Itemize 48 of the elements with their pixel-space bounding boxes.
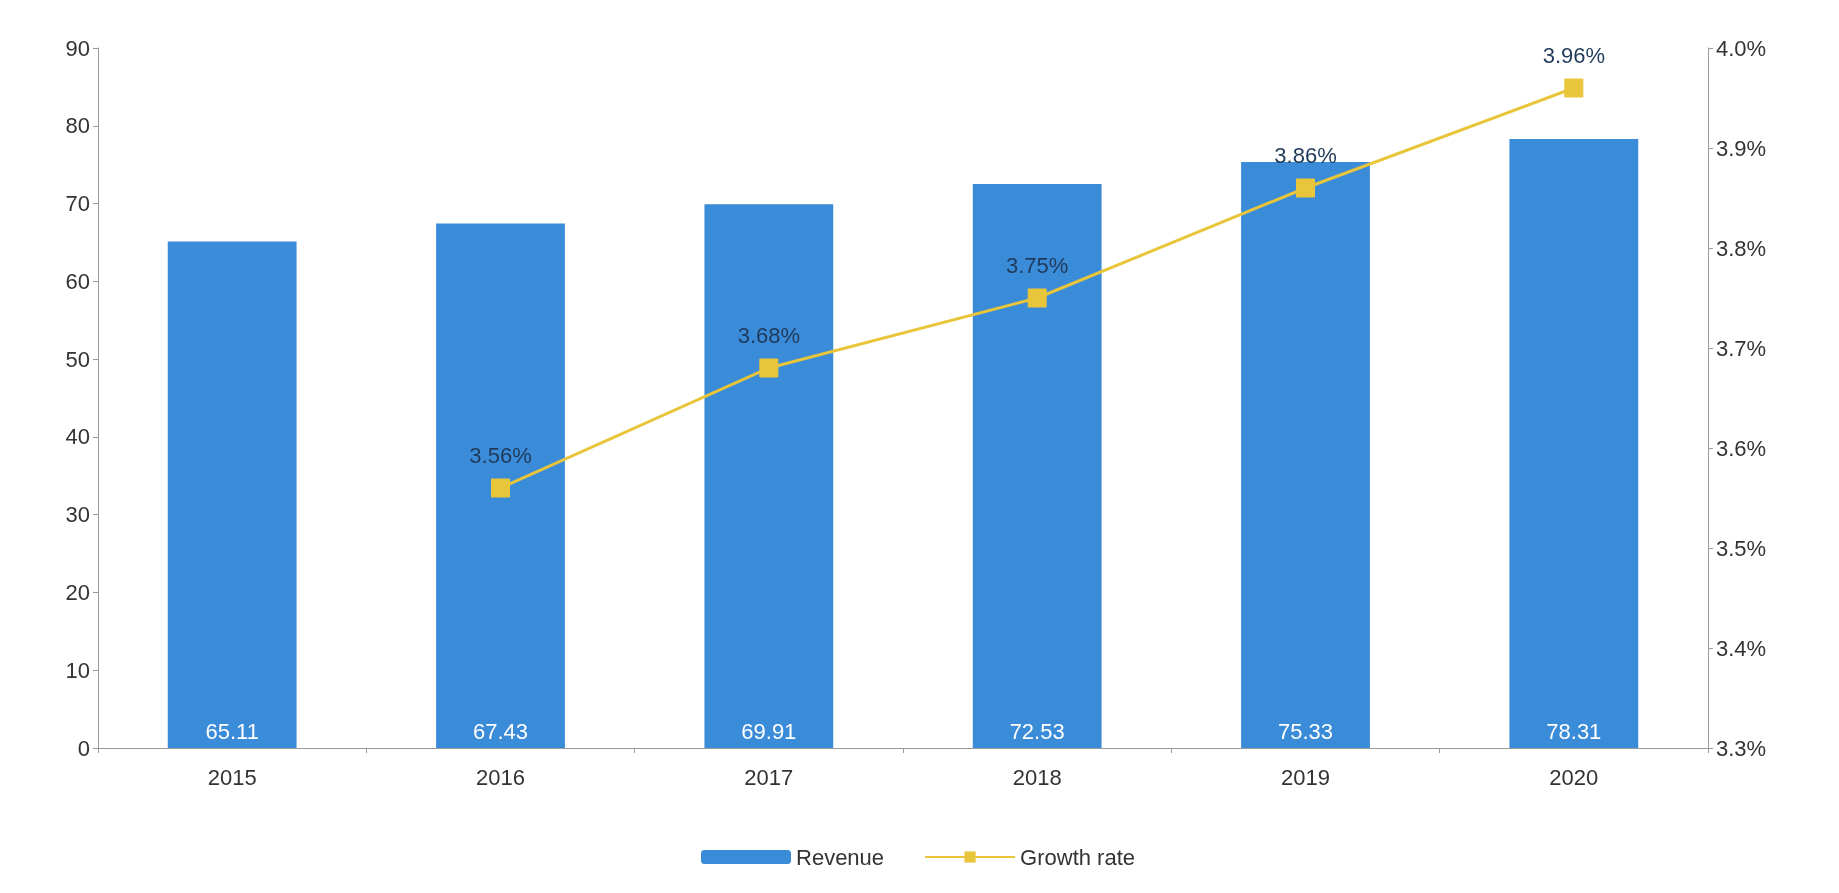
bar [167, 241, 297, 748]
y-tick-label: 30 [65, 502, 90, 528]
data-label: 72.53 [1009, 718, 1065, 744]
data-label: 3.68% [737, 323, 801, 348]
x-tick-label: 2018 [1012, 764, 1062, 790]
point [759, 358, 779, 378]
bar [1241, 162, 1370, 748]
data-label: 78.31 [1546, 718, 1602, 744]
x-tick-label: 2015 [207, 764, 257, 790]
y2-tick-label: 4.0% [1716, 35, 1767, 61]
y-tick-label: 20 [65, 579, 90, 605]
y-tick-label: 80 [65, 113, 90, 139]
y-tick-label: 70 [65, 191, 90, 217]
point [1296, 178, 1315, 198]
point [1027, 288, 1047, 308]
bar [436, 223, 565, 748]
point [1564, 78, 1584, 98]
x-tick-label: 2016 [476, 764, 525, 790]
y-tick-label: 50 [65, 346, 90, 372]
legend-label: Revenue [796, 844, 885, 870]
y-tick-label: 40 [65, 424, 90, 450]
y-tick-label: 10 [65, 657, 90, 683]
data-label: 65.11 [205, 718, 259, 744]
y-tick-label: 90 [65, 35, 90, 61]
bar [1509, 138, 1639, 748]
y-tick-label: 0 [77, 735, 90, 761]
y2-tick-label: 3.7% [1716, 335, 1767, 361]
y2-tick-label: 3.3% [1716, 735, 1767, 761]
data-label: 69.91 [741, 718, 797, 744]
y2-tick-label: 3.6% [1716, 435, 1767, 461]
data-label: 3.75% [1005, 253, 1069, 278]
y2-tick-label: 3.8% [1716, 235, 1767, 261]
y-tick-label: 60 [65, 268, 90, 294]
data-label: 75.33 [1277, 718, 1334, 744]
data-label: 3.96% [1542, 43, 1606, 68]
point [491, 478, 510, 498]
y2-tick-label: 3.4% [1716, 635, 1767, 661]
x-tick-label: 2020 [1549, 764, 1599, 790]
x-tick-label: 2017 [744, 764, 794, 790]
y2-tick-label: 3.9% [1716, 135, 1767, 161]
bar [704, 204, 834, 748]
data-label: 3.56% [469, 443, 532, 468]
x-tick-label: 2019 [1281, 764, 1330, 790]
legend-label: Growth rate [1020, 844, 1135, 870]
bar [972, 183, 1102, 748]
y2-tick-label: 3.5% [1716, 535, 1767, 561]
data-label: 3.86% [1274, 143, 1337, 168]
data-label: 67.43 [472, 718, 529, 744]
